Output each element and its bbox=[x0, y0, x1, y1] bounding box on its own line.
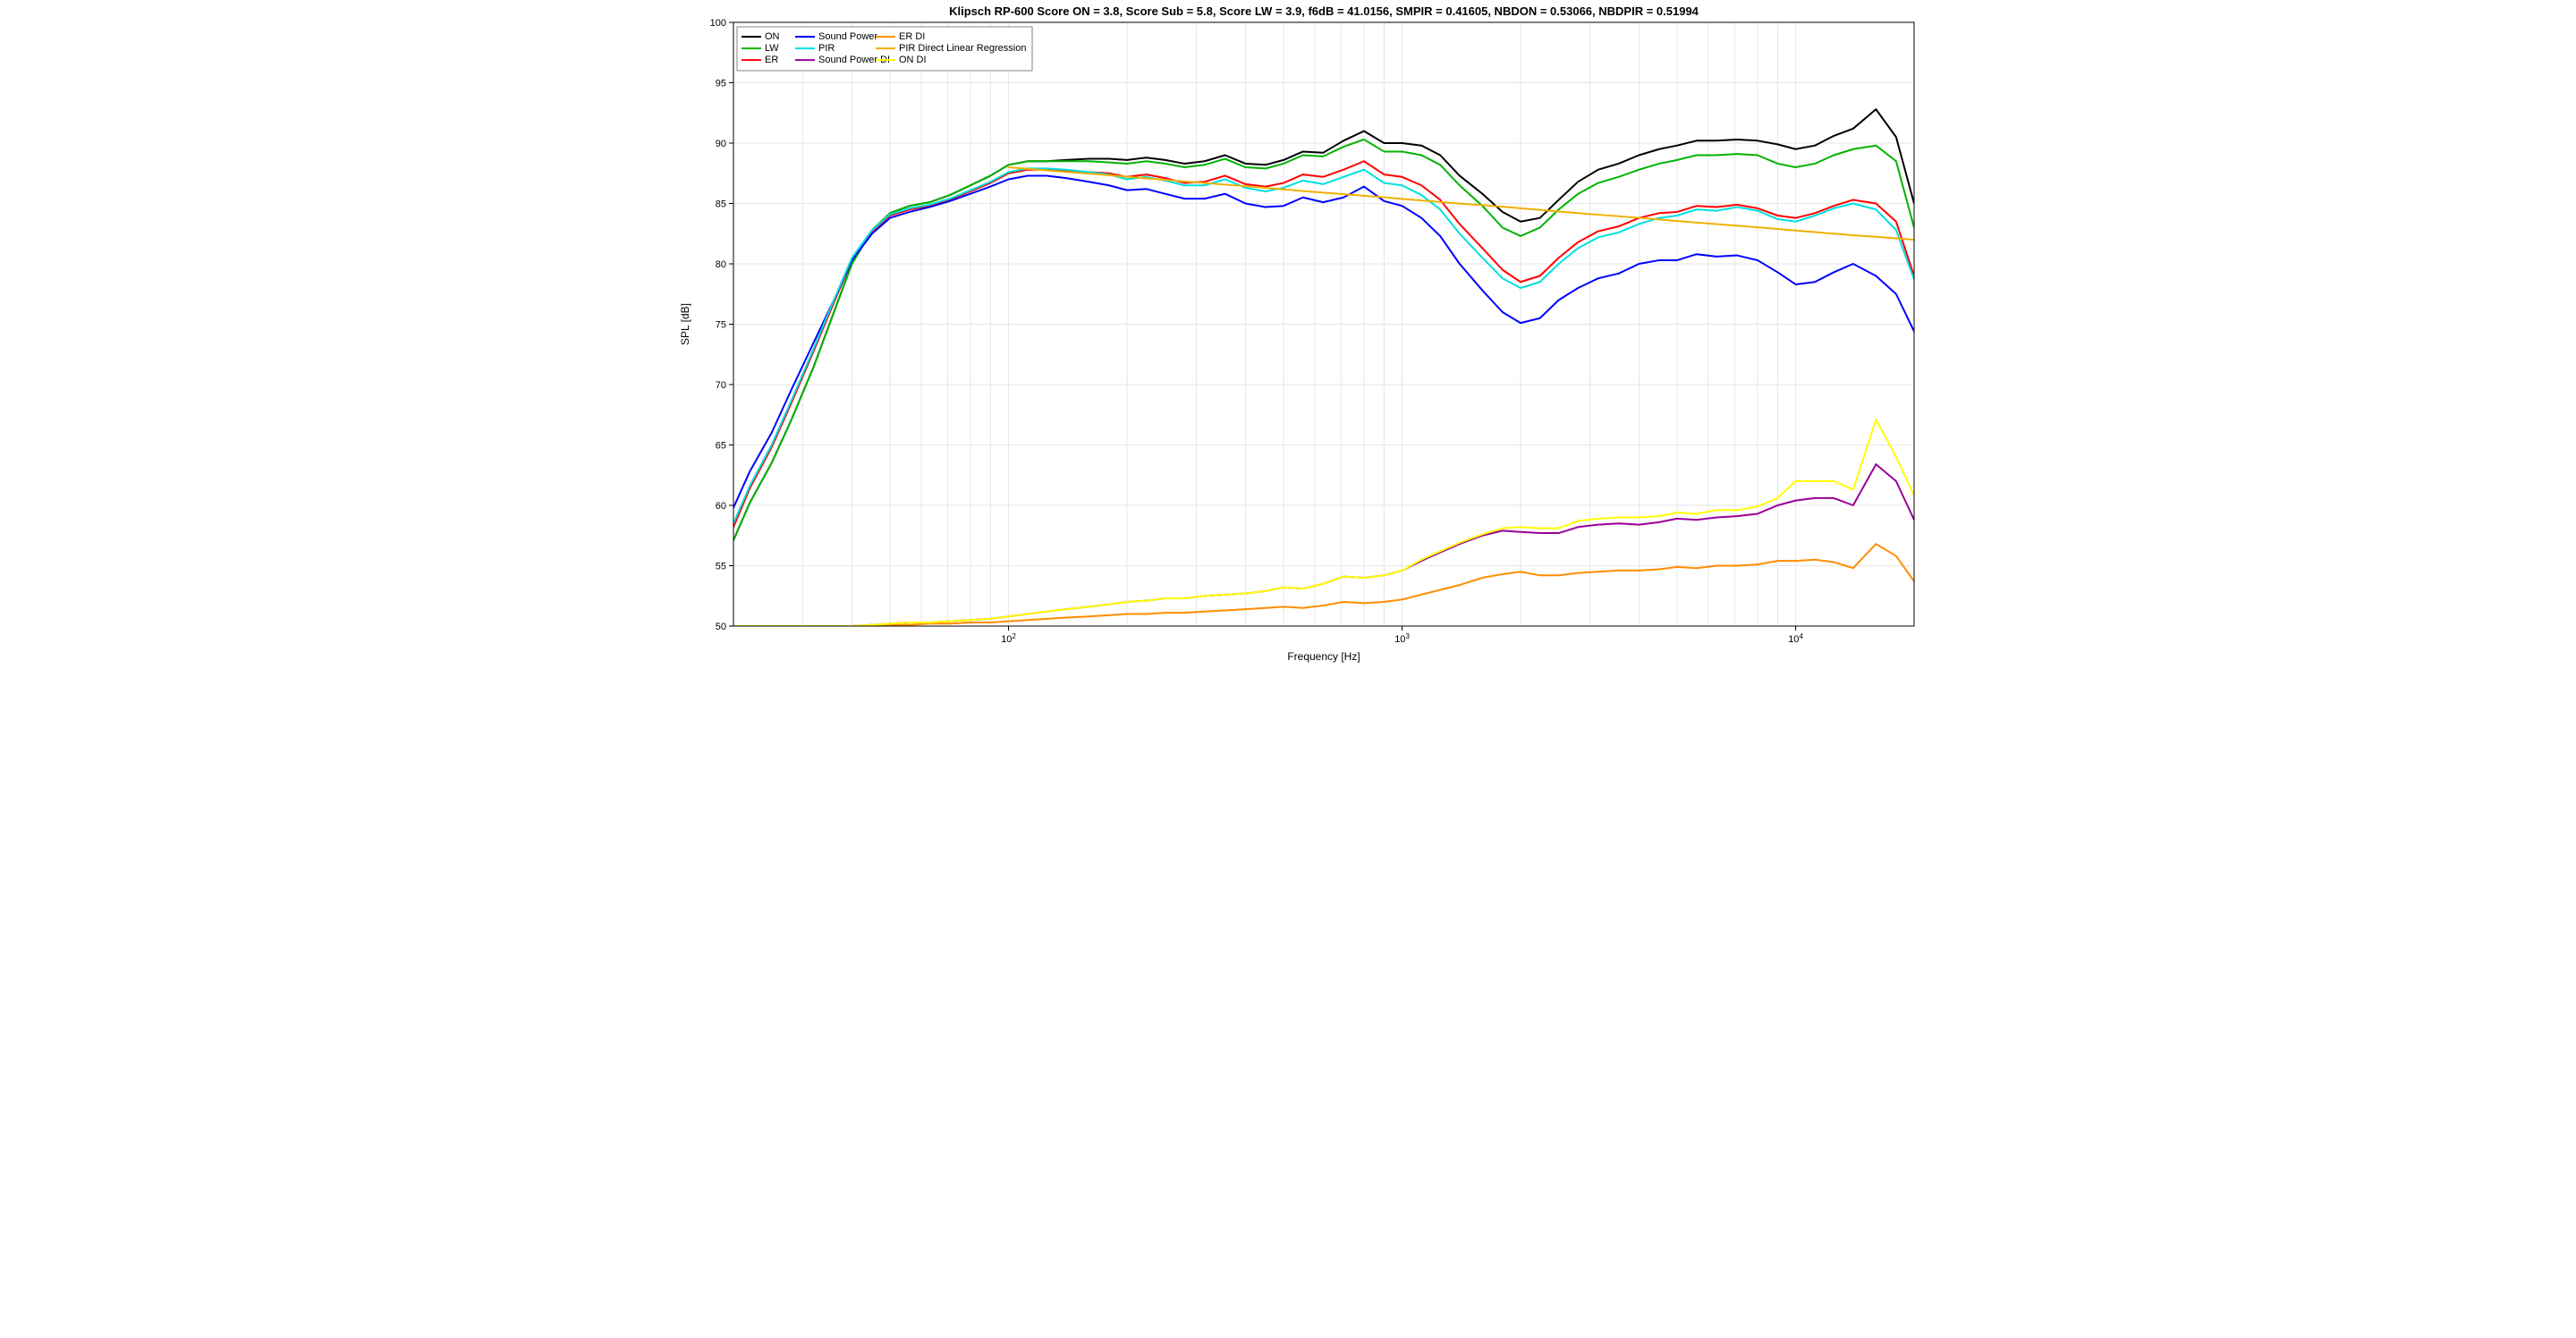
legend-label: ER DI bbox=[899, 31, 925, 42]
chart-title: Klipsch RP-600 Score ON = 3.8, Score Sub… bbox=[949, 4, 1699, 18]
ytick-label: 65 bbox=[716, 441, 726, 452]
ytick-label: 90 bbox=[716, 139, 726, 149]
ytick-label: 50 bbox=[716, 622, 726, 632]
ytick-label: 70 bbox=[716, 380, 726, 391]
legend-label: Sound Power bbox=[818, 31, 877, 42]
ytick-label: 55 bbox=[716, 562, 726, 572]
xtick-label: 103 bbox=[1394, 632, 1410, 646]
ytick-label: 100 bbox=[710, 18, 726, 29]
ytick-label: 60 bbox=[716, 501, 726, 512]
xtick-label: 104 bbox=[1788, 632, 1803, 646]
legend-label: ON bbox=[765, 31, 780, 42]
legend-label: PIR bbox=[818, 43, 835, 54]
legend-label: PIR Direct Linear Regression bbox=[899, 43, 1026, 54]
legend-label: ON DI bbox=[899, 55, 927, 65]
spl-frequency-chart: 50 55 60 65 70 75 80 85 90 95 100 102 103 104 Klipsch … bbox=[644, 0, 1932, 669]
ytick-label: 80 bbox=[716, 259, 726, 270]
y-axis-label: SPL [dB] bbox=[679, 303, 691, 345]
ytick-label: 75 bbox=[716, 320, 726, 331]
legend-label: ER bbox=[765, 55, 778, 65]
xtick-label: 102 bbox=[1001, 632, 1016, 646]
ytick-label: 85 bbox=[716, 199, 726, 210]
ytick-label: 95 bbox=[716, 79, 726, 89]
chart-container: 50 55 60 65 70 75 80 85 90 95 100 102 103 104 Klipsch … bbox=[644, 0, 1932, 669]
x-axis-label: Frequency [Hz] bbox=[1287, 650, 1360, 663]
legend-label: LW bbox=[765, 43, 779, 54]
